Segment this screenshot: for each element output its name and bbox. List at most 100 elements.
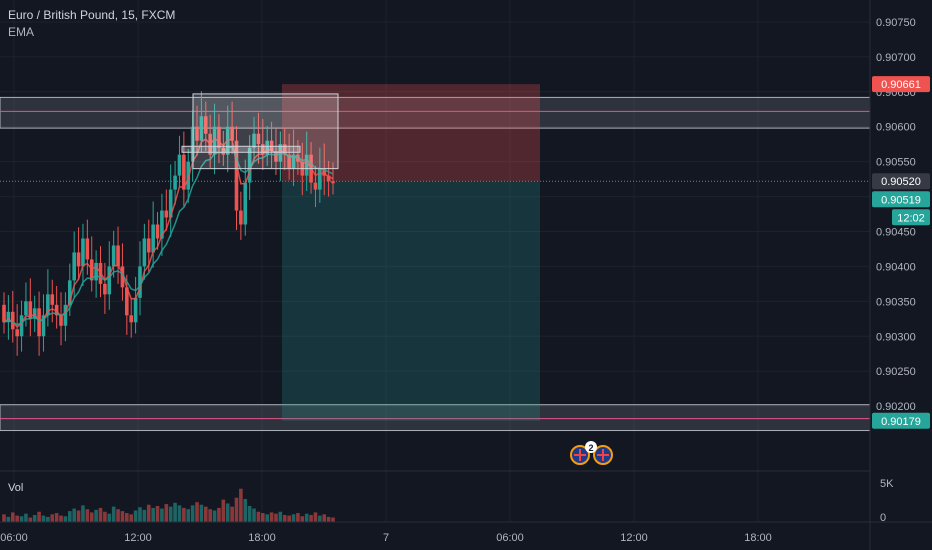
volume-bar xyxy=(318,515,322,522)
candle xyxy=(239,191,243,240)
volume-bar xyxy=(221,499,226,522)
uk-flag-icon[interactable] xyxy=(570,445,590,465)
candle-body xyxy=(199,116,204,141)
candle-body xyxy=(203,116,208,134)
candle xyxy=(261,119,265,171)
candle xyxy=(2,292,6,334)
candle xyxy=(41,294,46,352)
candle xyxy=(116,226,120,284)
event-markers[interactable]: 2 xyxy=(570,441,613,465)
volume-bar xyxy=(133,510,138,522)
candle-body xyxy=(72,252,76,281)
candle-body xyxy=(129,315,134,323)
candle xyxy=(274,128,278,175)
price-tick-1: 0.90700 xyxy=(876,52,916,64)
volume-bar xyxy=(111,506,116,522)
event-count: 2 xyxy=(588,443,593,453)
volume-bar xyxy=(54,513,59,522)
time-tick-6: 18:00 xyxy=(744,532,772,544)
price-tick-6: 0.90450 xyxy=(876,226,916,238)
target-zone[interactable] xyxy=(282,181,540,421)
volume-bar xyxy=(146,504,151,522)
volume-bar xyxy=(116,509,120,522)
price-tick-8: 0.90350 xyxy=(876,296,916,308)
indicator-label[interactable]: EMA xyxy=(8,25,35,39)
volume-bar xyxy=(225,503,230,522)
candle-body xyxy=(68,280,72,305)
volume-bars: Vol xyxy=(2,482,335,522)
candle-body xyxy=(256,133,261,145)
candle xyxy=(182,131,186,208)
volume-bar xyxy=(195,502,199,522)
support-price-label: 0.90179 xyxy=(881,416,921,428)
candle-body xyxy=(151,224,155,253)
volume-bar xyxy=(326,516,331,522)
candle xyxy=(252,116,256,161)
candle-body xyxy=(164,210,169,218)
volume-bar xyxy=(72,508,76,522)
candle-body xyxy=(28,301,33,319)
candle-body xyxy=(318,168,322,190)
candle-body xyxy=(326,175,331,182)
volume-bar xyxy=(190,505,195,522)
price-tick-11: 0.90200 xyxy=(876,401,916,413)
volume-bar xyxy=(230,506,234,522)
candle-body xyxy=(186,161,191,190)
volume-bar xyxy=(243,498,248,522)
price-tick-10: 0.90250 xyxy=(876,366,916,378)
volume-bar xyxy=(59,515,63,522)
consolidation-boxes xyxy=(181,93,339,170)
symbol-title[interactable]: Euro / British Pound, 15, FXCM xyxy=(8,8,176,22)
volume-bar xyxy=(107,513,112,522)
candle-body xyxy=(85,238,90,260)
volume-bar xyxy=(129,514,134,522)
volume-bar xyxy=(168,506,173,522)
candle xyxy=(81,223,85,286)
volume-bar xyxy=(177,505,182,522)
uk-flag-icon[interactable] xyxy=(593,445,613,465)
volume-bar xyxy=(239,488,243,522)
candle-body xyxy=(212,126,217,155)
candle-body xyxy=(81,238,85,267)
support-price-label-box xyxy=(872,412,930,429)
stop-zone[interactable] xyxy=(282,84,540,182)
volume-bar xyxy=(142,509,147,522)
volume-bar xyxy=(186,509,191,522)
volume-label[interactable]: Vol xyxy=(8,482,23,494)
candle-body xyxy=(234,140,239,211)
candle-body xyxy=(46,294,50,316)
stop-price-label: 0.90661 xyxy=(881,79,921,91)
event-count-badge[interactable] xyxy=(585,441,597,453)
candle xyxy=(63,292,68,342)
time-tick-4: 06:00 xyxy=(496,532,524,544)
candle xyxy=(291,129,296,187)
price-tick-7: 0.90400 xyxy=(876,261,916,273)
candle xyxy=(221,130,226,166)
volume-tick-5k: 5K xyxy=(880,478,894,490)
candle xyxy=(111,230,116,278)
candle-body xyxy=(2,304,6,323)
candle-body xyxy=(217,126,221,148)
candle-body xyxy=(221,147,226,155)
volume-bar xyxy=(208,509,212,522)
candle-body xyxy=(63,304,68,326)
candle-body xyxy=(116,245,120,267)
candle-body xyxy=(94,262,98,281)
candle xyxy=(164,189,169,231)
volume-bar xyxy=(32,514,37,522)
candle-body xyxy=(133,297,138,323)
volume-bar xyxy=(212,510,217,522)
position-tool[interactable] xyxy=(0,84,870,421)
last-close-label: 0.90520 xyxy=(881,176,921,188)
volume-bar xyxy=(94,509,98,522)
volume-bar xyxy=(164,504,169,522)
volume-bar xyxy=(89,512,94,522)
volume-bar xyxy=(68,511,72,522)
volume-bar xyxy=(199,504,204,522)
volume-bar xyxy=(234,497,239,522)
volume-bar xyxy=(24,513,28,522)
candle xyxy=(50,279,55,323)
volume-bar xyxy=(138,507,142,522)
